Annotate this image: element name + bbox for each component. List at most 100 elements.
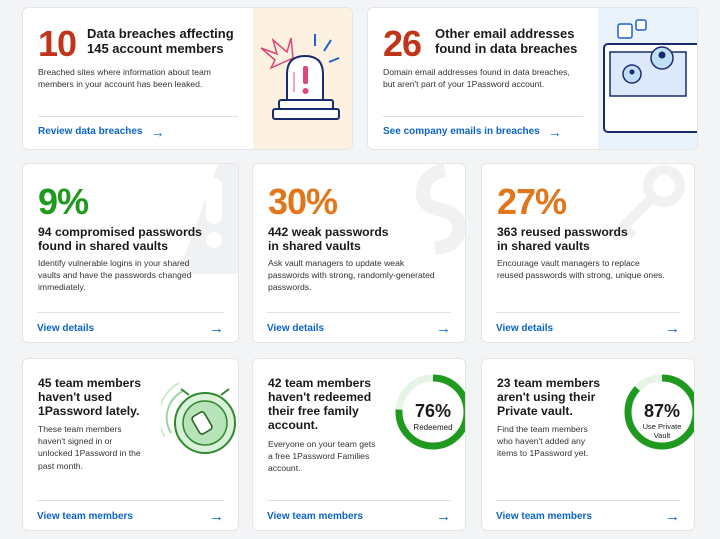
compromised-title: 94 compromised passwords found in shared… [38,225,202,253]
private-vault-desc-line2: who haven't added any [497,436,586,447]
private-vault-progress-ring [624,374,694,450]
families-view-team-members-label: View team members [267,511,363,522]
weak-percent: 30% [268,181,338,222]
weak-description: Ask vault managers to update weak passwo… [268,257,435,294]
private-vault-description: Find the team members who haven't added … [497,423,588,460]
reused-title: 363 reused passwords in shared vaults [497,225,628,253]
families-desc-line1: Everyone on your team gets [268,439,376,449]
inactive-desc-line3: unlocked 1Password in the [38,448,141,459]
private-vault-view-team-members-label: View team members [496,511,592,522]
private-vault-percent: 87% [643,401,681,421]
other-emails-divider [383,116,583,117]
inactive-title-line1: 45 team members [38,376,141,390]
other-emails-card: 26 Other email addresses found in data b… [367,7,698,150]
browser-window-icon [603,19,697,133]
stopwatch-icon [161,382,236,454]
compromised-view-details-link[interactable]: View details → [37,312,224,342]
compromised-desc-line2: vaults and have the passwords changed [38,270,192,281]
compromised-percent: 9% [38,181,89,222]
inactive-description: These team members haven't signed in or … [38,423,141,472]
inactive-title-line3: 1Password lately. [38,404,140,419]
key-watermark-icon [608,165,685,242]
arrow-right-icon: → [665,508,680,525]
other-emails-count: 26 [383,23,422,64]
reused-view-details-label: View details [496,323,554,334]
inactive-members-card: 45 team members haven't used 1Password l… [22,358,239,531]
reused-title-line1: 363 reused passwords [497,225,628,239]
reused-desc-line2: reused passwords with strong, unique one… [497,270,665,281]
reused-desc-line1: Encourage vault managers to replace [497,258,640,268]
families-card: 42 team members haven't redeemed their f… [252,358,466,531]
arrow-right-icon: → [547,123,562,140]
families-title: 42 team members haven't redeemed their f… [268,376,371,432]
inactive-desc-line1: These team members [38,424,122,434]
inactive-view-team-members-link[interactable]: View team members → [37,500,224,530]
other-emails-title-line2: found in data breaches [435,40,578,56]
see-company-emails-label: See company emails in breaches [383,126,540,137]
private-vault-desc-line1: Find the team members [497,424,588,434]
reused-description: Encourage vault managers to replace reus… [497,257,665,281]
inactive-view-team-members-label: View team members [37,511,133,522]
breach-count: 10 [38,23,77,64]
private-vault-title-line1: 23 team members [497,376,600,390]
arrow-right-icon: → [150,123,165,140]
inactive-desc-line4: past month. [38,460,83,471]
arrow-right-icon: → [436,508,451,525]
weak-passwords-card: 30% 442 weak passwords in shared vaults … [252,163,466,343]
private-vault-card: 23 team members aren't using their Priva… [481,358,695,531]
weak-desc-line1: Ask vault managers to update weak [268,258,405,268]
redeemed-label: Redeemed [413,423,453,432]
private-vault-ring-text: 87% Use Private Vault [632,401,692,440]
breach-desc-line1: Breached sites where information about t… [38,67,211,77]
other-emails-title: Other email addresses found in data brea… [435,26,578,57]
compromised-desc-line3: immediately. [38,282,86,293]
breach-title-line2: 145 account members [87,40,224,56]
families-view-team-members-link[interactable]: View team members → [267,500,451,530]
families-description: Everyone on your team gets a free 1Passw… [268,438,375,475]
other-emails-title-line1: Other email addresses [435,26,575,41]
reused-view-details-link[interactable]: View details → [496,312,680,342]
siren-icon [260,34,340,120]
weak-desc-line2: passwords with strong, randomly-generate… [268,270,435,281]
reused-title-line2: in shared vaults [497,239,590,254]
families-title-line4: account. [268,418,319,433]
arrow-right-icon: → [209,320,224,337]
compromised-passwords-card: 9% 94 compromised passwords found in sha… [22,163,239,343]
redeemed-ring-text: 76% Redeemed [403,401,463,432]
inactive-title-line2: haven't used [38,390,113,405]
data-breaches-card: 10 Data breaches affecting 145 account m… [22,7,353,150]
inactive-title: 45 team members haven't used 1Password l… [38,376,141,418]
browser-illustration [598,8,697,149]
other-emails-description: Domain email addresses found in data bre… [383,66,570,90]
weak-view-details-label: View details [267,323,325,334]
reused-percent: 27% [497,181,567,222]
breach-title-line1: Data breaches affecting [87,26,234,41]
redeemed-percent: 76% [414,401,452,421]
review-data-breaches-link[interactable]: Review data breaches → [38,123,165,140]
weak-title-line1: 442 weak passwords [268,225,389,239]
compromised-title-line2: found in shared vaults [38,239,169,254]
redeemed-progress-ring [395,374,465,450]
other-emails-desc-line2: but aren't part of your 1Password accoun… [383,79,545,90]
arrow-right-icon: → [436,320,451,337]
inactive-desc-line2: haven't signed in or [38,436,113,447]
families-title-line3: their free family [268,404,359,419]
exclamation-watermark-icon [178,164,238,274]
private-vault-desc-line3: items to 1Password yet. [497,448,589,459]
private-vault-title: 23 team members aren't using their Priva… [497,376,600,418]
families-title-line1: 42 team members [268,376,371,390]
alarm-illustration [253,8,352,149]
weak-view-details-link[interactable]: View details → [267,312,451,342]
breach-divider [38,116,238,117]
families-desc-line2: a free 1Password Families [268,451,370,462]
reused-passwords-card: 27% 363 reused passwords in shared vault… [481,163,695,343]
see-company-emails-link[interactable]: See company emails in breaches → [383,123,562,140]
families-desc-line3: account. [268,463,301,474]
private-vault-view-team-members-link[interactable]: View team members → [496,500,680,530]
breach-desc-line2: members in your account has been leaked. [38,79,203,90]
private-vault-title-line3: Private vault. [497,404,573,419]
compromised-view-details-label: View details [37,323,95,334]
breach-title: Data breaches affecting 145 account memb… [87,26,234,57]
weak-title: 442 weak passwords in shared vaults [268,225,389,253]
weak-desc-line3: passwords. [268,282,312,293]
